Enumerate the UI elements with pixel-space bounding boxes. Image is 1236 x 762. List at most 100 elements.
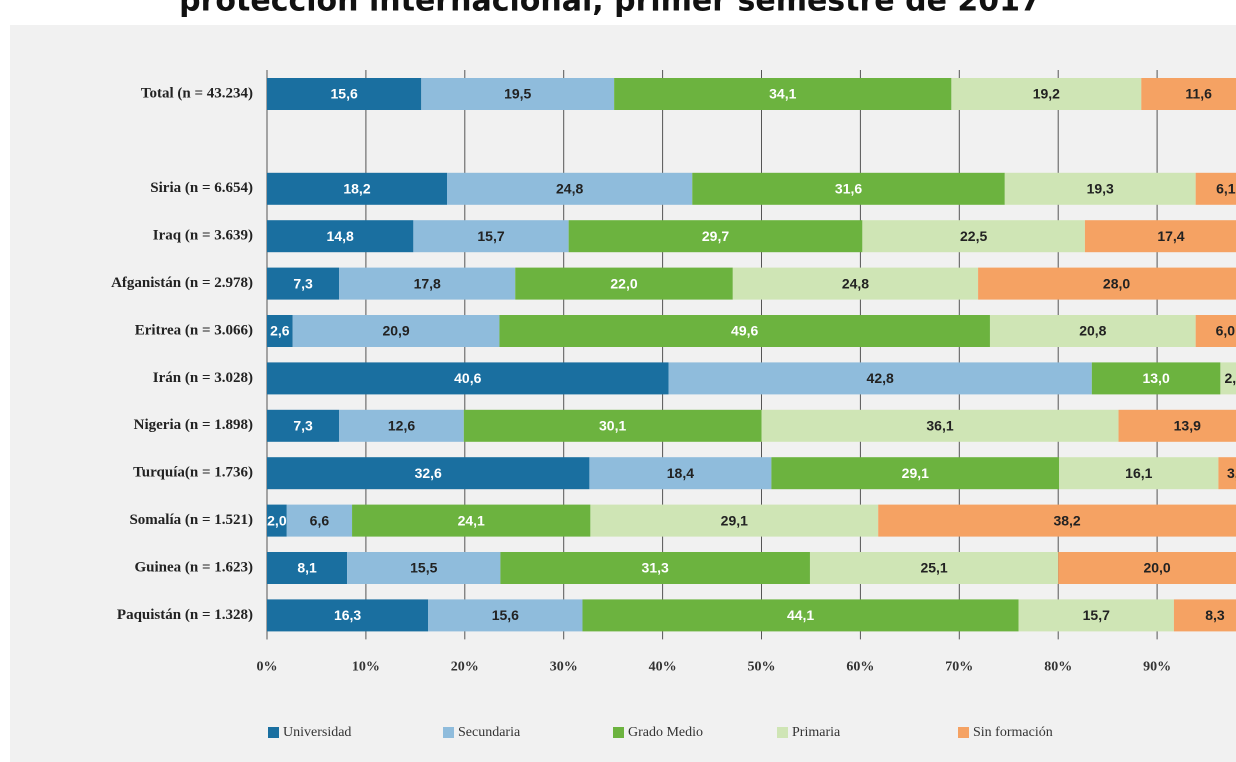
data-label: 13,9 — [1174, 418, 1201, 434]
data-label: 34,1 — [769, 86, 796, 102]
legend-swatch — [268, 727, 279, 738]
chart-title: protección internacional, primer semestr… — [179, 0, 1041, 19]
data-label: 49,6 — [731, 323, 758, 339]
data-label: 15,7 — [477, 228, 504, 244]
data-label: 42,8 — [867, 370, 894, 386]
bar-segment — [590, 504, 879, 537]
bar-segment — [692, 172, 1005, 205]
y-tick-label: Paquistán (n = 1.328) — [117, 607, 253, 623]
data-label: 28,0 — [1103, 275, 1130, 291]
y-tick-label: Siria (n = 6.654) — [150, 180, 253, 196]
data-label: 32,6 — [415, 465, 442, 481]
bar-segment — [1195, 315, 1236, 347]
bar-segment — [286, 504, 353, 537]
bar-segment — [1118, 409, 1236, 442]
bar-segment — [267, 267, 340, 300]
bar-segment — [421, 78, 615, 110]
bar-segment — [267, 172, 447, 205]
bar-segment — [771, 457, 1060, 490]
legend-swatch — [613, 727, 624, 738]
data-label: 20,8 — [1079, 323, 1106, 339]
data-label: 25,1 — [920, 560, 947, 576]
bar-segment — [339, 409, 464, 442]
data-label: 29,1 — [902, 465, 929, 481]
data-label: 2,8 — [1225, 370, 1236, 386]
bar-segment — [339, 267, 516, 300]
data-label: 29,1 — [721, 512, 748, 528]
data-label: 15,5 — [410, 560, 437, 576]
bar-segment — [1141, 78, 1236, 110]
data-label: 24,8 — [842, 275, 869, 291]
bar-segment — [589, 457, 772, 490]
data-label: 20,0 — [1143, 560, 1170, 576]
legend-label: Primaria — [792, 725, 841, 740]
y-tick-label: Turquía(n = 1.736) — [133, 465, 253, 481]
bar-segment — [1058, 552, 1236, 584]
data-label: 18,2 — [343, 181, 370, 197]
bar-segment — [1084, 220, 1236, 253]
bar-segment — [978, 267, 1236, 300]
data-label: 6,1 — [1216, 181, 1236, 197]
bar-segment — [1173, 599, 1236, 632]
bar-segment — [582, 599, 1019, 632]
data-label: 15,6 — [331, 86, 358, 102]
data-label: 19,2 — [1033, 86, 1060, 102]
bar-segment — [267, 315, 293, 347]
y-tick-label: Eritrea (n = 3.066) — [135, 322, 253, 338]
bar-segment — [1059, 457, 1219, 490]
bar-segment — [347, 552, 501, 584]
bar-segment — [1195, 172, 1236, 205]
data-label: 36,1 — [926, 418, 953, 434]
y-tick-label: Guinea (n = 1.623) — [134, 559, 253, 575]
bar-segment — [809, 552, 1059, 584]
legend-swatch — [443, 727, 454, 738]
data-label: 29,7 — [702, 228, 729, 244]
bar-segment — [732, 267, 979, 300]
y-tick-label: Somalía (n = 1.521) — [129, 512, 253, 528]
data-label: 20,9 — [382, 323, 409, 339]
data-label: 13,0 — [1142, 370, 1169, 386]
x-tick-label: 50% — [748, 660, 776, 675]
bar-segment — [267, 504, 287, 537]
bar-segment — [989, 315, 1196, 347]
data-label: 40,6 — [454, 370, 481, 386]
bar-segment — [428, 599, 583, 632]
data-label: 24,1 — [458, 512, 485, 528]
bar-segment — [267, 552, 348, 584]
y-tick-label: Nigeria (n = 1.898) — [134, 417, 253, 433]
bar-segment — [413, 220, 569, 253]
bar-segment — [446, 172, 693, 205]
y-tick-label: Total (n = 43.234) — [141, 85, 253, 101]
bar-segment — [1218, 457, 1236, 490]
legend-swatch — [958, 727, 969, 738]
data-label: 7,3 — [293, 418, 313, 434]
bar-segment — [267, 409, 340, 442]
y-tick-label: Iraq (n = 3.639) — [153, 228, 253, 244]
x-tick-label: 80% — [1044, 660, 1072, 675]
data-label: 6,0 — [1216, 323, 1236, 339]
bar-segment — [292, 315, 500, 347]
x-tick-label: 70% — [945, 660, 973, 675]
data-label: 17,8 — [414, 275, 441, 291]
data-label: 2,0 — [267, 512, 287, 528]
data-label: 11,6 — [1185, 86, 1212, 102]
bar-segment — [515, 267, 733, 300]
data-label: 16,1 — [1125, 465, 1152, 481]
bar-segment — [352, 504, 591, 537]
data-label: 30,1 — [599, 418, 626, 434]
data-label: 14,8 — [327, 228, 354, 244]
bar-segment — [761, 409, 1119, 442]
bar-segment — [267, 599, 429, 632]
data-label: 7,3 — [293, 275, 313, 291]
data-label: 2,6 — [270, 323, 290, 339]
legend-swatch — [777, 727, 788, 738]
x-tick-label: 60% — [846, 660, 874, 675]
y-tick-label: Afganistán (n = 2.978) — [111, 275, 253, 291]
bar-segment — [878, 504, 1236, 537]
data-label: 31,3 — [642, 560, 669, 576]
bar-segment — [500, 552, 810, 584]
data-label: 15,6 — [492, 607, 519, 623]
data-label: 19,5 — [504, 86, 531, 102]
data-label: 22,0 — [610, 275, 637, 291]
